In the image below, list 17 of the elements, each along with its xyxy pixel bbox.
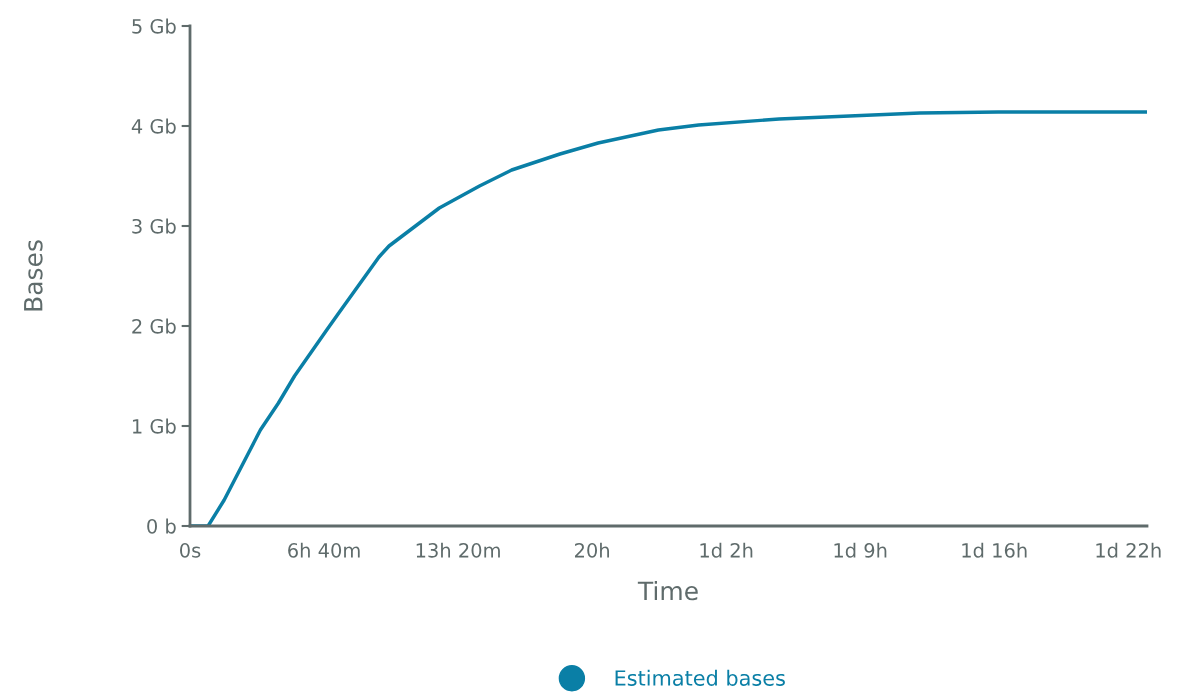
x-tick-label: 1d 16h	[962, 542, 1027, 558]
x-axis-title: Time	[637, 580, 698, 601]
x-tick-label: 6h 40m	[288, 542, 360, 558]
y-tick-label: 3 Gb	[132, 218, 176, 234]
y-tick-label: 4 Gb	[131, 118, 176, 134]
x-tick-label: 1d 9h	[834, 542, 887, 558]
y-axis-title: Bases	[24, 240, 43, 311]
y-tick-label: 2 Gb	[132, 318, 176, 334]
legend-label: Estimated bases	[615, 669, 785, 686]
x-tick-label: 1d 22h	[1096, 542, 1161, 558]
y-tick-label: 1 Gb	[132, 418, 176, 434]
y-tick-label: 0 b	[147, 518, 176, 534]
x-tick-label: 13h 20m	[416, 542, 500, 558]
y-tick-label: 5 Gb	[132, 18, 176, 34]
x-tick-label: 1d 2h	[700, 542, 753, 558]
x-tick-label: 0s	[180, 543, 201, 558]
x-tick-label: 20h	[574, 542, 609, 558]
